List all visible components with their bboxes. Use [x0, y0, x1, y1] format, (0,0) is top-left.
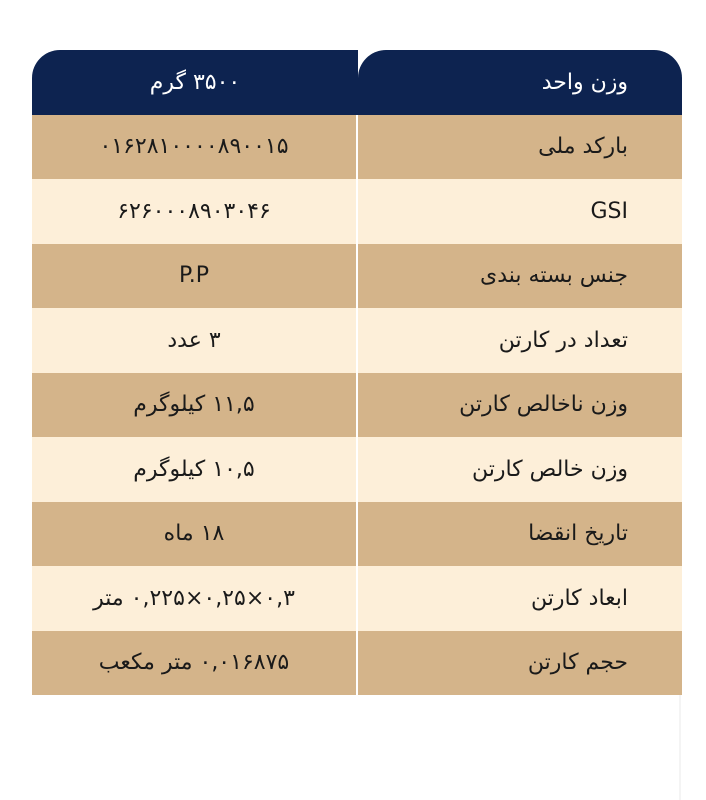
value-cell: ۰۱۶۲۸۱۰۰۰۰۸۹۰۰۱۵ [32, 114, 358, 179]
table-row: وزن واحد ۳۵۰۰ گرم [32, 50, 682, 115]
table-row: وزن خالص کارتن ۱۰,۵ کیلوگرم [32, 437, 682, 502]
table-row: جنس بسته بندی P.P [32, 243, 682, 308]
label-cell: وزن ناخالص کارتن [358, 372, 682, 437]
table-row: ابعاد کارتن ۰,۳×۰,۲۵×۰,۲۲۵ متر [32, 566, 682, 631]
spec-table: وزن واحد ۳۵۰۰ گرم بارکد ملی ۰۱۶۲۸۱۰۰۰۰۸۹۰۰۱… [32, 50, 682, 695]
value-cell: ۱۱,۵ کیلوگرم [32, 372, 358, 437]
label-cell: جنس بسته بندی [358, 243, 682, 308]
label-cell: حجم کارتن [358, 630, 682, 695]
table-row: وزن ناخالص کارتن ۱۱,۵ کیلوگرم [32, 372, 682, 437]
table-row: تاریخ انقضا ۱۸ ماه [32, 501, 682, 566]
label-cell: تعداد در کارتن [358, 308, 682, 373]
value-cell: ۶۲۶۰۰۰۸۹۰۳۰۴۶ [32, 179, 358, 244]
table-row: حجم کارتن ۰,۰۱۶۸۷۵ متر مکعب [32, 630, 682, 695]
table-row: GSI ۶۲۶۰۰۰۸۹۰۳۰۴۶ [32, 179, 682, 244]
table-row: بارکد ملی ۰۱۶۲۸۱۰۰۰۰۸۹۰۰۱۵ [32, 114, 682, 179]
label-cell: ابعاد کارتن [358, 566, 682, 631]
label-cell: GSI [358, 179, 682, 244]
value-cell: ۱۸ ماه [32, 501, 358, 566]
label-cell: بارکد ملی [358, 114, 682, 179]
value-cell: P.P [32, 243, 358, 308]
value-cell: ۰,۰۱۶۸۷۵ متر مکعب [32, 630, 358, 695]
value-cell: ۰,۳×۰,۲۵×۰,۲۲۵ متر [32, 566, 358, 631]
label-cell: تاریخ انقضا [358, 501, 682, 566]
value-cell: ۳۵۰۰ گرم [32, 50, 358, 115]
label-cell: وزن خالص کارتن [358, 437, 682, 502]
label-cell: وزن واحد [358, 50, 682, 115]
value-cell: ۳ عدد [32, 308, 358, 373]
edge-line [679, 695, 681, 800]
value-cell: ۱۰,۵ کیلوگرم [32, 437, 358, 502]
table-row: تعداد در کارتن ۳ عدد [32, 308, 682, 373]
